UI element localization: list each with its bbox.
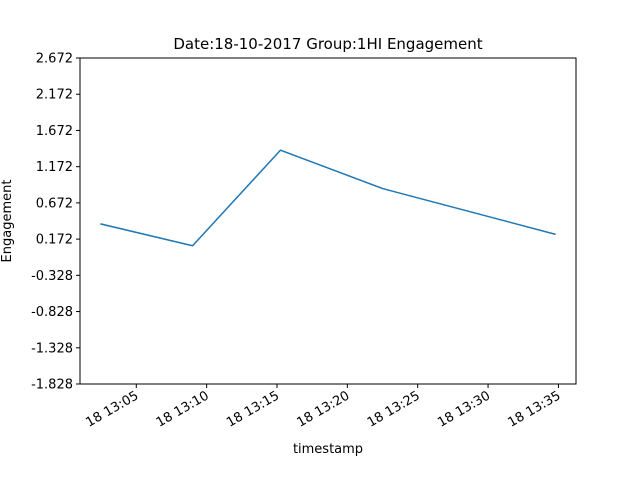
chart-title: Date:18-10-2017 Group:1HI Engagement — [173, 35, 482, 53]
y-tick-label: 1.672 — [36, 124, 73, 139]
y-tick-label: 0.172 — [36, 233, 73, 248]
y-tick-label: -1.828 — [31, 378, 73, 393]
y-tick-label: -1.328 — [31, 341, 73, 356]
y-tick-label: 1.172 — [36, 160, 73, 175]
y-tick-label: 0.672 — [36, 196, 73, 211]
y-tick-label: -0.328 — [31, 269, 73, 284]
plot-frame — [79, 57, 577, 385]
y-tick-label: 2.672 — [36, 52, 73, 67]
y-axis-label: Engagement — [0, 180, 15, 263]
series-layer — [100, 149, 556, 247]
x-axis-label: timestamp — [293, 442, 363, 457]
y-axis-ticks: -1.828 -1.328 -0.828 -0.328 0.172 0.672 1.172 1… — [31, 52, 80, 393]
y-tick-label: 2.172 — [36, 88, 73, 103]
y-tick-label: -0.828 — [31, 305, 73, 320]
